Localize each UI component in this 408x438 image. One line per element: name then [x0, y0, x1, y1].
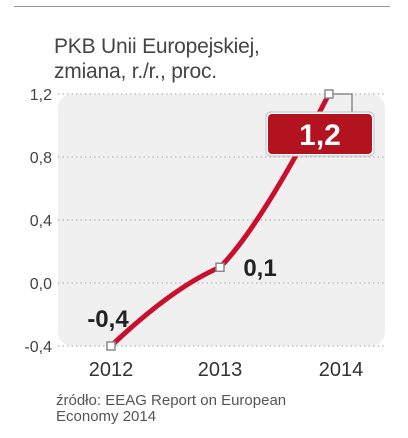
highlight-connector: [333, 93, 353, 114]
x-tick-labels: 2012 2013 2014: [89, 359, 364, 381]
source-line-2: Economy 2014: [56, 408, 157, 425]
source-line-1: źródło: EEAG Report on European: [56, 392, 287, 409]
x-tick-label: 2012: [89, 359, 134, 381]
y-tick-label: -0,4: [24, 339, 52, 356]
chart-title-line-2: zmiana, r./r., proc.: [54, 60, 217, 83]
data-marker: [106, 341, 116, 351]
source-note: źródło: EEAG Report on European Economy …: [56, 393, 286, 425]
y-tick-labels: 1,2 0,8 0,4 0,0 -0,4: [24, 87, 52, 356]
y-tick-label: 0,8: [30, 150, 52, 167]
x-tick-label: 2014: [319, 359, 364, 381]
data-marker: [215, 262, 225, 272]
data-label-2014: 1,2: [299, 119, 341, 152]
y-tick-label: 0,0: [30, 276, 52, 293]
highlight-box: [268, 114, 372, 154]
y-tick-label: 0,4: [30, 213, 52, 230]
data-label-2012: -0,4: [87, 306, 129, 333]
data-labels: -0,4 0,1 1,2: [87, 93, 375, 333]
chart-title: PKB Unii Europejskiej, zmiana, r./r., pr…: [54, 34, 384, 84]
data-marker: [324, 89, 334, 99]
chart-title-line-1: PKB Unii Europejskiej,: [54, 35, 260, 58]
data-label-2013: 0,1: [243, 255, 276, 282]
top-rule: [14, 6, 390, 7]
x-tick-label: 2013: [198, 359, 243, 381]
y-tick-label: 1,2: [30, 87, 52, 104]
